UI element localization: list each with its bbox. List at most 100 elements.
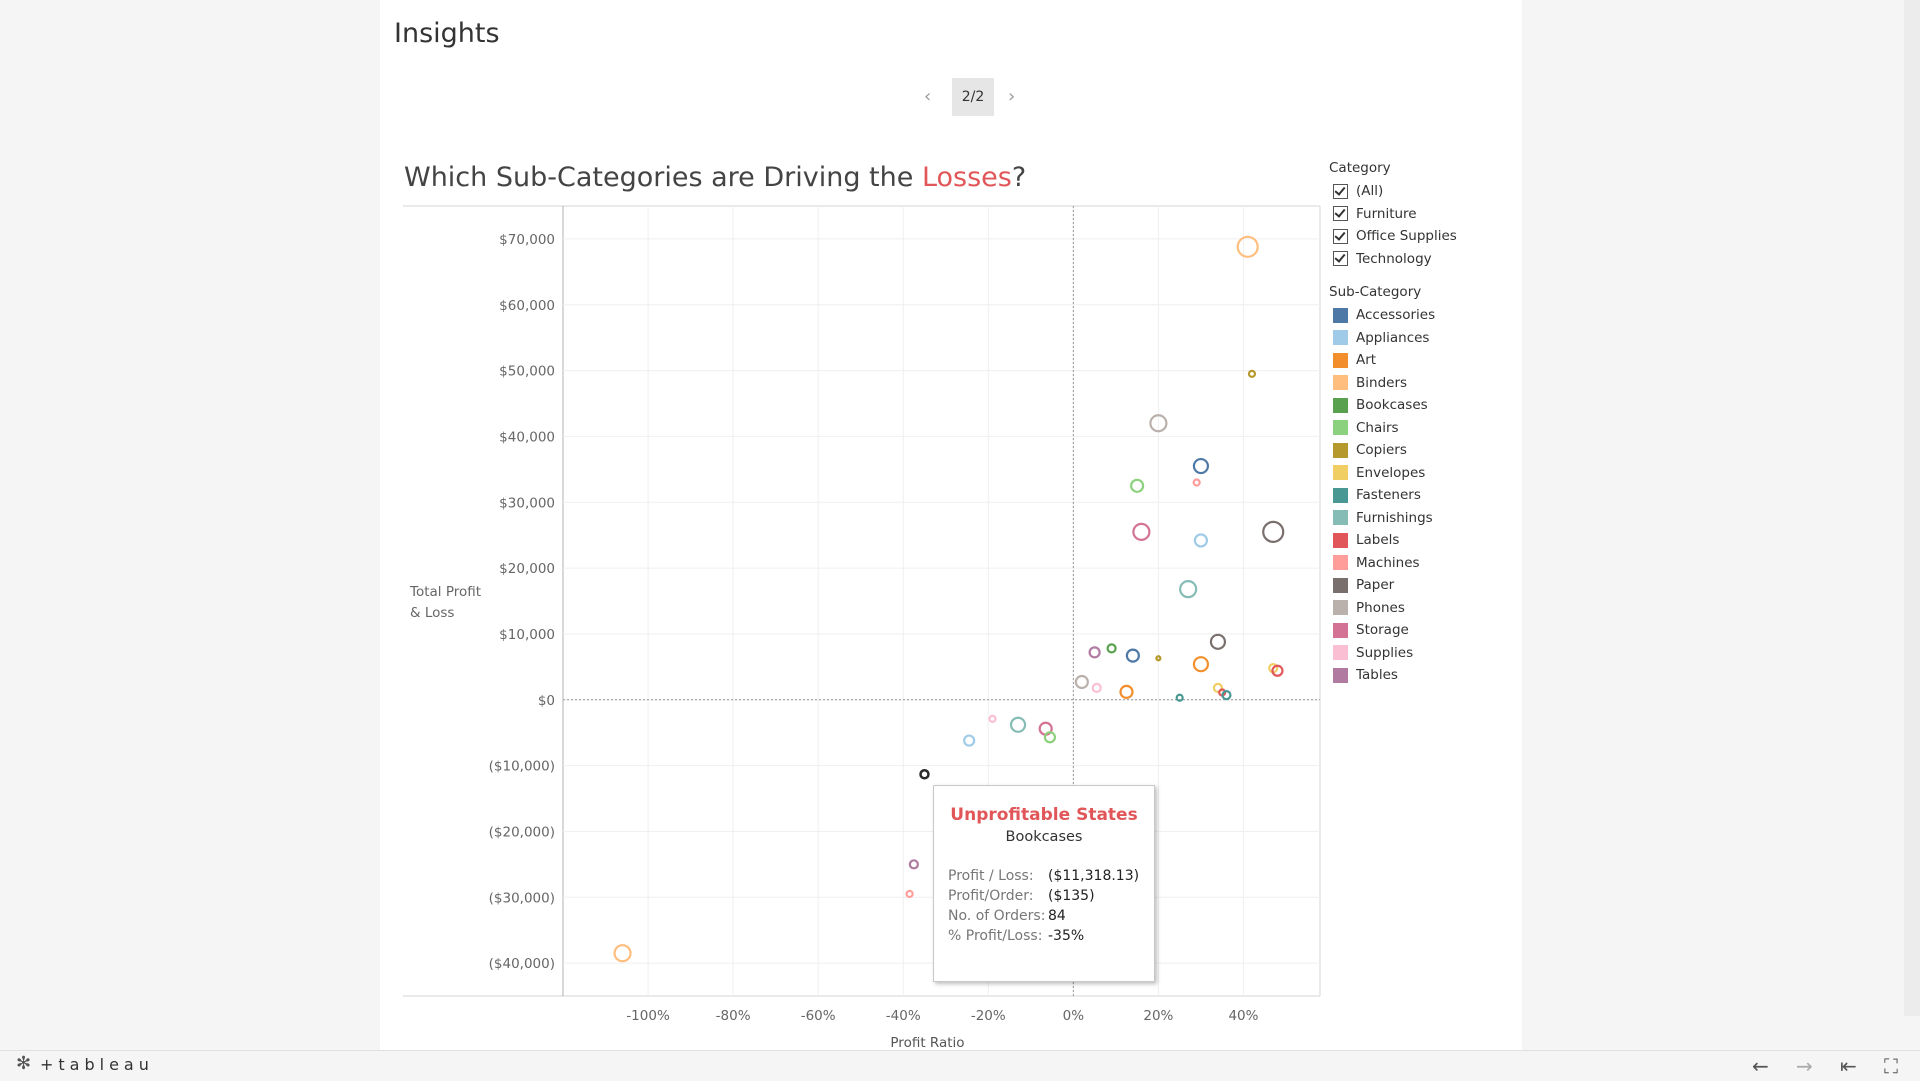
y-tick-label: $70,000	[499, 232, 555, 248]
data-point	[1106, 643, 1117, 654]
y-tick-label: ($30,000)	[489, 890, 555, 906]
scatter-chart: $70,000 $60,000 $50,000 $40,000 $30,000 $20,0…	[403, 205, 1321, 1051]
category-filter-label: Technology	[1356, 250, 1432, 267]
data-point	[1175, 693, 1184, 702]
legend-item[interactable]: Phones	[1329, 597, 1509, 620]
category-filter-item[interactable]: Technology	[1329, 248, 1509, 271]
tooltip-row: Profit / Loss: ($11,318.13)	[948, 868, 1140, 884]
category-filter-item[interactable]: Furniture	[1329, 203, 1509, 226]
legend-item[interactable]: Copiers	[1329, 439, 1509, 462]
sparkle-icon: ✻	[16, 1053, 32, 1074]
y-axis-title: & Loss	[410, 605, 454, 621]
data-point	[613, 944, 632, 963]
vertical-scrollbar[interactable]	[1904, 0, 1920, 1016]
page-title: Insights	[394, 18, 500, 49]
headline-highlight: Losses	[921, 162, 1012, 193]
legend-item[interactable]: Accessories	[1329, 304, 1509, 327]
legend-label: Accessories	[1356, 307, 1436, 323]
y-tick-label: $60,000	[499, 298, 555, 314]
category-filter-label: Office Supplies	[1356, 228, 1457, 244]
data-point	[1149, 414, 1168, 433]
legend-item[interactable]: Appliances	[1329, 327, 1509, 350]
data-point	[1209, 633, 1227, 650]
headline-suffix: ?	[1011, 162, 1027, 193]
data-point	[1009, 716, 1027, 733]
x-tick-label: 20%	[1143, 1008, 1173, 1024]
legend-item[interactable]: Machines	[1329, 552, 1509, 575]
legend-item[interactable]: Chairs	[1329, 417, 1509, 440]
x-tick-label: -100%	[626, 1008, 670, 1024]
legend-swatch	[1333, 532, 1348, 548]
legend-item[interactable]: Supplies	[1329, 642, 1509, 665]
subcategory-legend: Accessories Appliances Art Binders Bookcases…	[1329, 304, 1509, 687]
tooltip-subtitle: Bookcases	[1005, 829, 1083, 845]
y-tick-label: ($40,000)	[489, 956, 555, 972]
x-tick-label: 40%	[1228, 1008, 1258, 1024]
data-point	[1212, 682, 1224, 693]
filter-panel: Category (All) Furniture Office Supplies Te…	[1329, 160, 1509, 687]
legend-swatch	[1333, 465, 1348, 481]
category-filter-label: (All)	[1356, 183, 1384, 199]
data-point	[1192, 478, 1201, 487]
data-point	[1221, 690, 1232, 701]
checkbox[interactable]	[1333, 228, 1348, 244]
data-point	[1088, 646, 1101, 659]
legend-item[interactable]: Labels	[1329, 529, 1509, 552]
legend-swatch	[1333, 577, 1348, 593]
story-pager: ‹ 2/2 ›	[900, 78, 1050, 118]
legend-label: Tables	[1356, 667, 1398, 683]
fullscreen-icon[interactable]: ⛶	[1884, 1054, 1898, 1078]
revert-icon[interactable]: ⇤	[1840, 1054, 1857, 1078]
y-tick-label: ($10,000)	[489, 759, 555, 775]
legend-label: Art	[1356, 352, 1377, 368]
data-point	[1074, 674, 1089, 690]
x-tick-label: -80%	[716, 1008, 751, 1024]
legend-label: Labels	[1356, 532, 1400, 548]
y-tick-label: $0	[538, 693, 555, 709]
redo-icon[interactable]: →	[1796, 1054, 1813, 1078]
data-point	[988, 714, 997, 723]
legend-swatch	[1333, 622, 1348, 638]
data-point	[1262, 520, 1285, 543]
y-axis-title: Total Profit	[409, 584, 481, 600]
data-point	[1119, 684, 1134, 699]
highlighted-point	[919, 769, 930, 780]
legend-swatch	[1333, 600, 1348, 616]
legend-label: Furnishings	[1356, 509, 1433, 526]
headline-prefix: Which Sub-Categories are Driving the	[404, 162, 922, 193]
next-page-icon[interactable]: ›	[1008, 86, 1016, 107]
data-point	[1271, 664, 1284, 677]
y-tick-label: $40,000	[499, 429, 555, 445]
data-point	[1130, 478, 1145, 493]
legend-item[interactable]: Furnishings	[1329, 507, 1509, 530]
legend-item[interactable]: Storage	[1329, 619, 1509, 642]
checkbox[interactable]	[1333, 206, 1348, 222]
prev-page-icon[interactable]: ‹	[924, 86, 932, 107]
tooltip-title: Unprofitable States	[950, 805, 1138, 825]
legend-item[interactable]: Fasteners	[1329, 484, 1509, 507]
legend-label: Appliances	[1356, 329, 1430, 346]
checkbox[interactable]	[1333, 183, 1348, 199]
category-filter-item[interactable]: Office Supplies	[1329, 225, 1509, 248]
x-tick-label: -40%	[886, 1008, 921, 1024]
category-filter-label: Furniture	[1356, 205, 1417, 222]
data-point	[1193, 533, 1209, 548]
page-indicator[interactable]: 2/2	[952, 78, 994, 116]
y-tick-label: ($20,000)	[489, 824, 555, 840]
legend-label: Bookcases	[1356, 397, 1428, 413]
legend-item[interactable]: Binders	[1329, 372, 1509, 395]
data-point	[1192, 656, 1210, 673]
legend-item[interactable]: Paper	[1329, 574, 1509, 597]
checkbox[interactable]	[1333, 251, 1348, 267]
undo-icon[interactable]: ←	[1752, 1054, 1769, 1078]
data-point	[1043, 731, 1057, 744]
legend-item[interactable]: Bookcases	[1329, 394, 1509, 417]
category-filter-item[interactable]: (All)	[1329, 180, 1509, 203]
legend-item[interactable]: Tables	[1329, 664, 1509, 687]
legend-item[interactable]: Envelopes	[1329, 462, 1509, 485]
legend-swatch	[1333, 555, 1348, 571]
legend-swatch	[1333, 307, 1348, 323]
data-point	[905, 889, 914, 899]
legend-swatch	[1333, 487, 1348, 503]
legend-item[interactable]: Art	[1329, 349, 1509, 372]
